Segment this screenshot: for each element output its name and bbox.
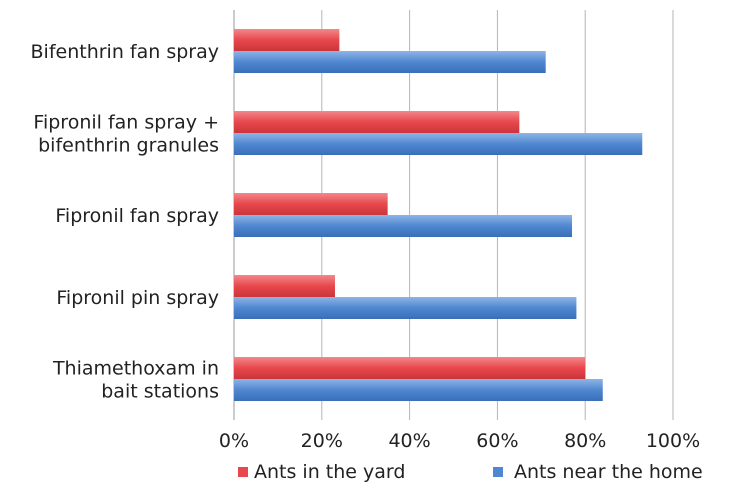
bar-home — [234, 379, 603, 401]
legend-swatch — [493, 467, 503, 477]
x-tick-label: 0% — [219, 430, 249, 452]
x-tick-label: 80% — [564, 430, 606, 452]
bars — [234, 29, 643, 401]
category-label: Fipronil fan spray — [55, 205, 219, 227]
bar-yard — [234, 193, 388, 215]
x-tick-label: 60% — [476, 430, 518, 452]
category-label: Fipronil fan spray + bifenthrin granules — [33, 112, 219, 157]
x-tick-labels: 0% 20% 40% 60% 80% 100% — [219, 430, 700, 452]
category-labels: Bifenthrin fan spray Fipronil fan spray +… — [31, 41, 219, 403]
bar-home — [234, 133, 643, 155]
category-label: Thiamethoxam in bait stations — [52, 358, 219, 403]
bar-home — [234, 297, 577, 319]
category-label: Bifenthrin fan spray — [31, 41, 219, 63]
legend-swatch — [238, 467, 248, 477]
x-tick-label: 100% — [646, 430, 700, 452]
legend-label: Ants in the yard — [254, 461, 405, 483]
bar-yard — [234, 111, 520, 133]
bar-yard — [234, 29, 340, 51]
legend-label: Ants near the home — [514, 461, 703, 483]
bar-yard — [234, 275, 335, 297]
x-tick-label: 20% — [301, 430, 343, 452]
category-label: Fipronil pin spray — [56, 287, 219, 309]
bar-yard — [234, 357, 586, 379]
legend: Ants in the yard Ants near the home — [238, 461, 703, 483]
x-tick-label: 40% — [388, 430, 430, 452]
bar-home — [234, 215, 573, 237]
bar-home — [234, 51, 546, 73]
